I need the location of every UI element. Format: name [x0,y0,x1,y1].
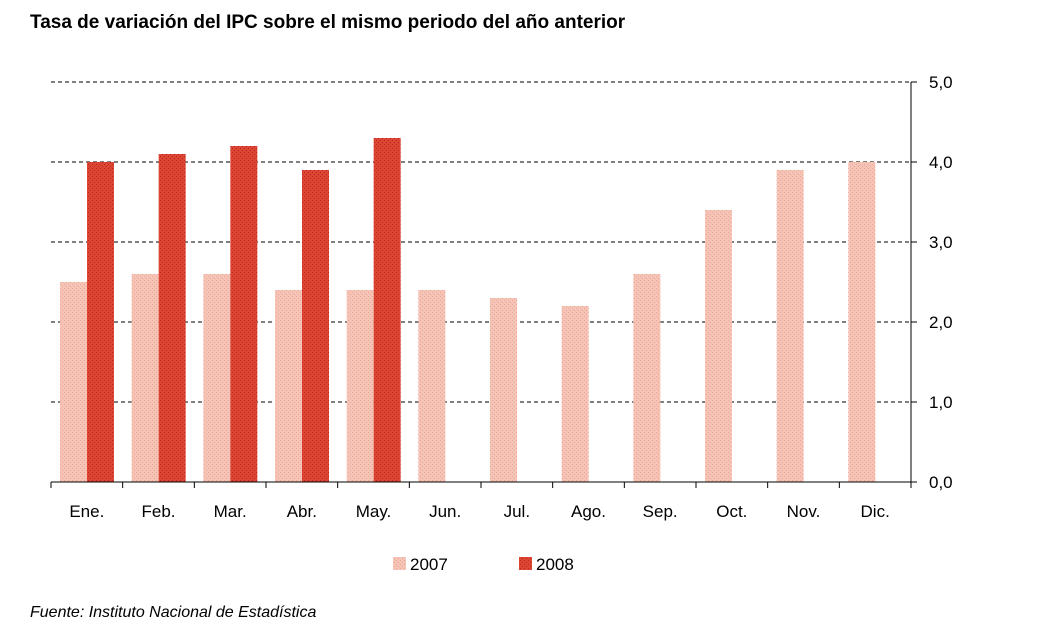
bar-2007-ago [561,306,589,482]
legend: 2007 2008 [393,555,574,574]
bar-2007-may [346,290,374,482]
x-tick-label: Jun. [429,502,461,521]
bar-2008-may [373,138,401,482]
bar-2007-ene [60,282,87,482]
bar-2007-jul [490,298,517,482]
bar-2008-abr [302,170,329,482]
bar-2007-sep [633,274,661,482]
y-tick-label: 1,0 [929,393,953,412]
y-tick-label: 4,0 [929,153,953,172]
y-tick-label: 2,0 [929,313,953,332]
bar-2007-mar [203,274,231,482]
x-tick-label: Oct. [716,502,747,521]
source-note: Fuente: Instituto Nacional de Estadístic… [30,604,317,621]
bars [60,138,876,482]
x-tick-label: Dic. [861,502,890,521]
y-tick-label: 3,0 [929,233,953,252]
y-tick-label: 5,0 [929,73,953,92]
bar-2008-mar [230,146,258,482]
x-tick-label: Sep. [643,502,678,521]
bar-2007-nov [776,170,804,482]
bar-2007-abr [275,290,302,482]
x-tick-label: May. [356,502,392,521]
x-tick-label: Jul. [504,502,530,521]
legend-label-2007: 2007 [410,555,448,574]
legend-swatch-2007 [393,557,406,570]
y-tick-label: 0,0 [929,473,953,492]
x-tick-label: Feb. [141,502,175,521]
bar-2007-feb [131,274,159,482]
bar-2007-oct [705,210,732,482]
x-tick-label: Ene. [69,502,104,521]
chart-title: Tasa de variación del IPC sobre el mismo… [30,12,626,33]
x-tick-label: Nov. [787,502,821,521]
axes: 0,0 1,0 2,0 3,0 4,0 5,0 Ene. Feb. Mar. Abr. May. Ju… [50,73,953,521]
bar-2007-jun [418,290,446,482]
bar-2008-ene [87,162,114,482]
x-tick-label: Abr. [287,502,317,521]
gridlines [51,81,911,403]
legend-swatch-2008 [519,557,532,570]
x-tick-label: Mar. [214,502,247,521]
x-tick-label: Ago. [571,502,606,521]
bar-2008-feb [158,154,186,482]
bar-2007-dic [848,162,876,482]
legend-label-2008: 2008 [536,555,574,574]
